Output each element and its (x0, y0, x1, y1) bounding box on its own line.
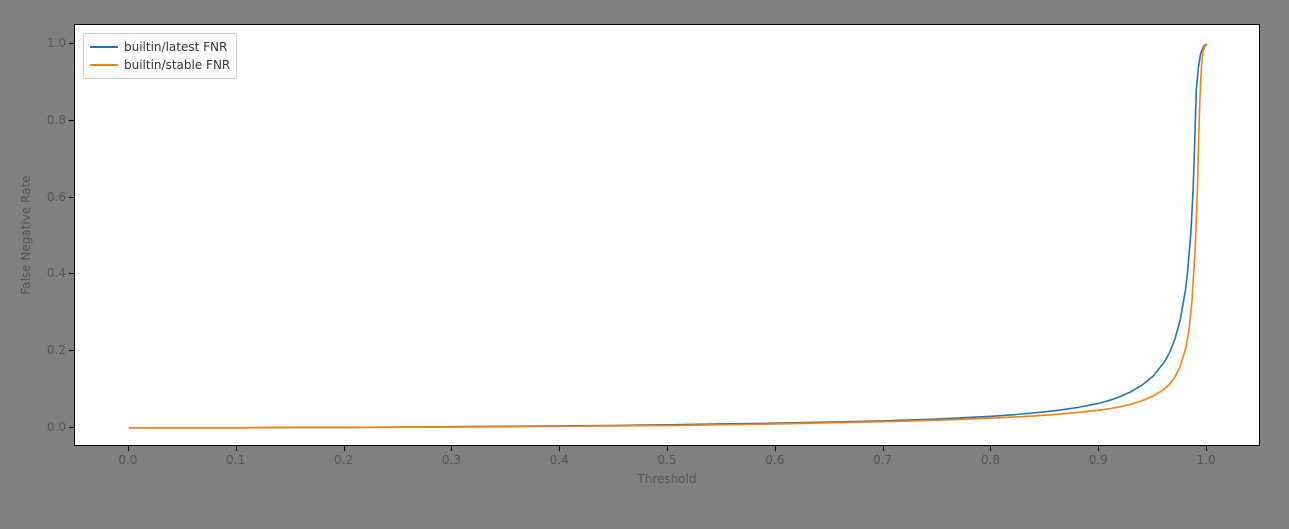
x-tick-mark (236, 446, 237, 451)
x-tick-mark (451, 446, 452, 451)
legend-label: builtin/latest FNR (124, 40, 227, 54)
legend-swatch (90, 64, 118, 66)
x-tick-mark (344, 446, 345, 451)
y-tick-mark (69, 43, 74, 44)
x-tick-mark (667, 446, 668, 451)
x-tick-mark (775, 446, 776, 451)
x-tick-mark (1098, 446, 1099, 451)
x-tick-label: 0.8 (981, 453, 1000, 467)
x-tick-mark (990, 446, 991, 451)
x-tick-label: 1.0 (1197, 453, 1216, 467)
chart-lines (75, 25, 1261, 447)
figure: builtin/latest FNR builtin/stable FNR Thr… (0, 0, 1289, 529)
y-tick-label: 0.4 (47, 266, 66, 280)
y-tick-mark (69, 197, 74, 198)
x-tick-mark (128, 446, 129, 451)
y-axis-label: False Negative Rate (19, 175, 33, 294)
legend-item: builtin/stable FNR (90, 56, 230, 74)
series-line (129, 44, 1207, 428)
y-tick-label: 0.6 (47, 190, 66, 204)
y-tick-label: 0.8 (47, 113, 66, 127)
x-tick-label: 0.4 (550, 453, 569, 467)
legend-label: builtin/stable FNR (124, 58, 230, 72)
y-tick-mark (69, 273, 74, 274)
plot-area: builtin/latest FNR builtin/stable FNR (74, 24, 1260, 446)
legend-item: builtin/latest FNR (90, 38, 230, 56)
x-axis-label: Threshold (637, 472, 696, 486)
y-tick-mark (69, 427, 74, 428)
x-tick-label: 0.6 (765, 453, 784, 467)
x-tick-label: 0.5 (657, 453, 676, 467)
x-tick-mark (883, 446, 884, 451)
x-tick-label: 0.9 (1089, 453, 1108, 467)
y-tick-label: 0.2 (47, 343, 66, 357)
x-tick-label: 0.3 (442, 453, 461, 467)
x-tick-label: 0.2 (334, 453, 353, 467)
series-line (129, 44, 1207, 428)
y-tick-label: 1.0 (47, 36, 66, 50)
x-tick-label: 0.1 (226, 453, 245, 467)
y-tick-mark (69, 120, 74, 121)
legend: builtin/latest FNR builtin/stable FNR (83, 33, 237, 79)
x-tick-label: 0.0 (118, 453, 137, 467)
y-tick-label: 0.0 (47, 420, 66, 434)
y-tick-mark (69, 350, 74, 351)
x-tick-mark (1206, 446, 1207, 451)
legend-swatch (90, 46, 118, 48)
x-tick-mark (559, 446, 560, 451)
x-tick-label: 0.7 (873, 453, 892, 467)
